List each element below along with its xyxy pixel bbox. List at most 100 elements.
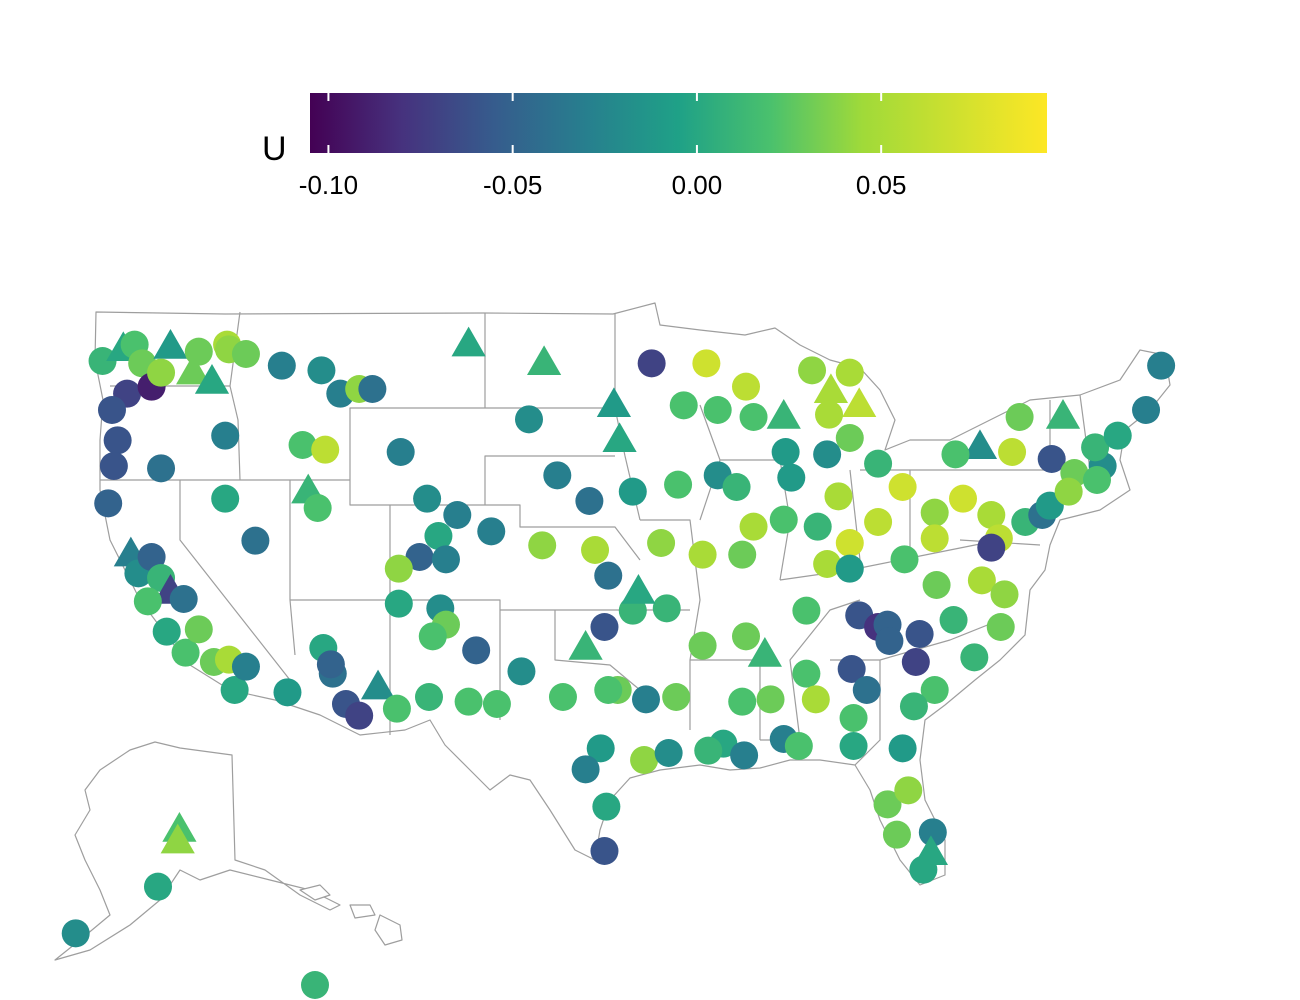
- station-circle: [728, 540, 757, 569]
- station-circle: [507, 657, 536, 686]
- station-circle: [998, 438, 1027, 466]
- station-circle: [413, 484, 442, 513]
- station-circle: [771, 438, 800, 466]
- station-circle: [875, 627, 904, 655]
- station-circle: [739, 403, 768, 431]
- station-triangle: [747, 637, 782, 667]
- station-circle: [939, 606, 968, 634]
- station-circle: [986, 613, 1015, 641]
- station-circle: [220, 676, 249, 704]
- station-circle: [864, 449, 893, 478]
- station-circle: [941, 440, 970, 469]
- station-circle: [345, 701, 374, 730]
- station-circle: [630, 746, 659, 774]
- station-circle: [99, 452, 128, 480]
- station-circle: [594, 676, 623, 704]
- station-circle: [888, 734, 917, 763]
- station-circle: [835, 424, 864, 452]
- hawaii-outline: [299, 884, 403, 946]
- legend-colorbar: [310, 93, 1047, 153]
- station-circle: [835, 358, 864, 387]
- station-circle: [103, 426, 132, 455]
- station-circle: [1103, 421, 1132, 450]
- station-circle: [382, 694, 411, 723]
- station-circle: [839, 732, 868, 760]
- legend-tick-label: -0.05: [483, 170, 542, 200]
- station-circle: [454, 687, 483, 716]
- station-circle: [571, 755, 600, 784]
- station-circle: [873, 790, 902, 819]
- station-circle: [813, 440, 842, 469]
- station-circle: [798, 356, 827, 385]
- station-circle: [784, 732, 813, 760]
- station-circle: [813, 550, 842, 578]
- station-circle: [241, 526, 270, 555]
- station-circle: [586, 734, 615, 763]
- station-circle: [637, 349, 666, 378]
- station-circle: [664, 470, 693, 499]
- station-triangle: [621, 574, 656, 604]
- station-circle: [728, 687, 757, 716]
- station-circle: [722, 473, 751, 501]
- station-circle: [901, 648, 930, 676]
- station-circle: [824, 482, 853, 511]
- station-circle: [462, 636, 491, 665]
- station-circle: [515, 405, 543, 434]
- station-triangle: [1045, 399, 1081, 429]
- station-triangle: [962, 429, 998, 460]
- station-circle: [418, 622, 447, 651]
- station-circle: [301, 971, 329, 999]
- station-circle: [864, 508, 893, 536]
- station-circle: [977, 501, 1006, 529]
- station-triangle: [596, 387, 632, 418]
- station-circle: [581, 536, 610, 564]
- station-circle: [703, 396, 732, 424]
- station-circle: [654, 739, 683, 767]
- station-circle: [528, 531, 557, 560]
- station-circle: [152, 617, 181, 646]
- station-circle: [732, 372, 760, 401]
- station-circle: [777, 463, 806, 492]
- station-circle: [61, 919, 90, 948]
- station-circle: [662, 683, 691, 711]
- station-circle: [899, 692, 928, 721]
- station-circle: [231, 652, 260, 681]
- station-markers: [61, 326, 1176, 999]
- station-circle: [231, 340, 260, 368]
- station-circle: [837, 655, 866, 683]
- station-circle: [647, 529, 676, 557]
- station-circle: [431, 545, 460, 574]
- station-circle: [311, 435, 340, 464]
- station-circle: [414, 683, 443, 711]
- station-circle: [835, 554, 864, 583]
- station-circle: [894, 776, 923, 805]
- station-circle: [1037, 445, 1066, 473]
- station-circle: [990, 580, 1019, 609]
- station-circle: [792, 659, 821, 688]
- station-circle: [1005, 403, 1034, 431]
- station-circle: [967, 566, 996, 595]
- station-circle: [592, 792, 621, 821]
- station-circle: [482, 690, 511, 718]
- station-circle: [918, 818, 947, 847]
- station-circle: [405, 543, 434, 571]
- station-circle: [960, 643, 989, 672]
- station-circle: [97, 396, 126, 424]
- station-circle: [835, 529, 864, 557]
- station-circle: [384, 554, 413, 583]
- legend-tick-label: -0.10: [299, 170, 358, 200]
- alaska-outline: [54, 741, 341, 961]
- station-circle: [977, 533, 1006, 562]
- station-triangle: [160, 823, 195, 854]
- station-triangle: [568, 630, 603, 660]
- station-circle: [184, 615, 213, 644]
- station-circle: [590, 837, 619, 865]
- station-circle: [169, 585, 198, 613]
- legend-tick-label: 0.05: [856, 170, 907, 200]
- station-circle: [543, 461, 572, 490]
- station-circle: [273, 678, 302, 707]
- station-circle: [815, 400, 844, 429]
- station-circle: [920, 498, 949, 527]
- station-circle: [909, 855, 938, 884]
- legend-tick-label: 0.00: [672, 170, 723, 200]
